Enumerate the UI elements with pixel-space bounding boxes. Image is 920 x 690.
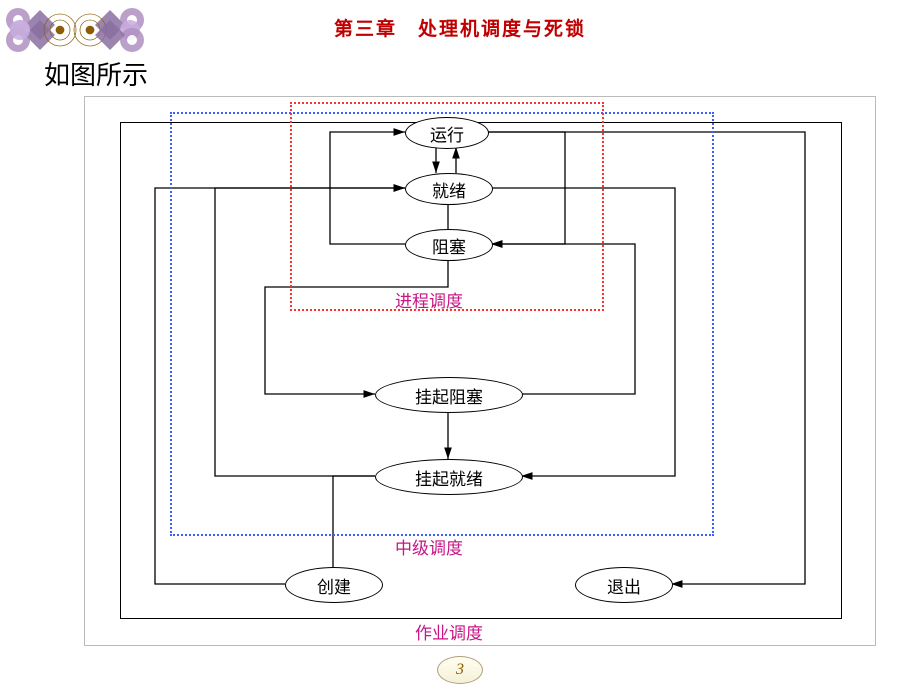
- node-block: 阻塞: [405, 229, 493, 261]
- node-create: 创建: [285, 567, 383, 603]
- node-run: 运行: [405, 117, 489, 149]
- figure-caption: 如图所示: [44, 55, 920, 92]
- process-scheduling-label: 进程调度: [395, 287, 463, 312]
- diagram-container: 运行就绪阻塞挂起阻塞挂起就绪创建 退出 进程调度中级调度作业调度: [84, 96, 876, 646]
- node-ready: 就绪: [405, 173, 493, 205]
- middle-scheduling-label: 中级调度: [395, 534, 463, 559]
- node-sready: 挂起就绪: [375, 459, 523, 495]
- node-exit: 退出: [575, 567, 673, 603]
- page-number: 3: [437, 656, 483, 684]
- job-scheduling-label: 作业调度: [415, 619, 483, 644]
- node-sblock: 挂起阻塞: [375, 377, 523, 413]
- corner-deco-br: [0, 0, 150, 60]
